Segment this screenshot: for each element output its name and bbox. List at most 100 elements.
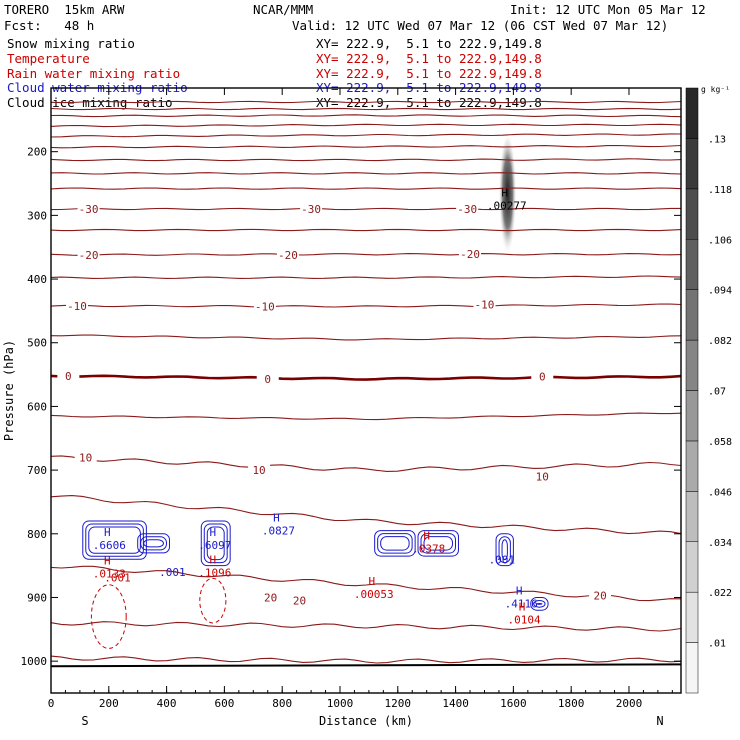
temperature-contour bbox=[50, 100, 682, 104]
colorbar-label: .01 bbox=[708, 639, 726, 650]
temperature-contour bbox=[50, 123, 682, 128]
field-label: Cloud ice mixing ratio bbox=[7, 95, 173, 111]
rain-contour bbox=[199, 577, 227, 624]
cloud-water-contour bbox=[374, 530, 416, 557]
x-tick-label: 0 bbox=[48, 697, 55, 710]
cloud-water-contour bbox=[501, 539, 508, 561]
extremum-value: .00053 bbox=[354, 588, 394, 601]
contour-label: 20 bbox=[593, 590, 606, 603]
contour-label: -10 bbox=[67, 300, 87, 313]
colorbar-segment bbox=[685, 289, 699, 341]
extremum-marker: H bbox=[104, 526, 111, 539]
colorbar-label: .106 bbox=[708, 235, 732, 246]
y-tick-label: 700 bbox=[27, 464, 47, 477]
cloud-water-contour bbox=[206, 526, 225, 561]
contour-label-bg bbox=[77, 203, 100, 214]
extremum-marker: H bbox=[104, 555, 111, 568]
contour-label: 10 bbox=[252, 464, 265, 477]
y-tick-label: 600 bbox=[27, 400, 47, 413]
x-tick-label: 1200 bbox=[385, 697, 412, 710]
temperature-contour bbox=[50, 621, 682, 632]
colorbar-segment bbox=[685, 390, 699, 442]
temperature-contour bbox=[50, 412, 682, 421]
extremum-marker: H bbox=[368, 575, 375, 588]
y-tick-label: 500 bbox=[27, 337, 47, 350]
extremum-value: .6606 bbox=[93, 539, 126, 552]
y-tick-label: 400 bbox=[27, 273, 47, 286]
colorbar-label: .13 bbox=[708, 134, 726, 145]
y-tick-label: 1000 bbox=[21, 655, 48, 668]
cloud-water-contour bbox=[423, 536, 453, 551]
contour-label-bg bbox=[300, 203, 323, 214]
contour-label: 20 bbox=[293, 595, 306, 608]
contour-label: -30 bbox=[457, 203, 477, 216]
contour-label-bg bbox=[256, 373, 279, 385]
extremum-marker: H bbox=[423, 529, 430, 542]
x-tick-label: 800 bbox=[272, 697, 292, 710]
extremum-value: .0104 bbox=[507, 614, 540, 627]
cloud-water-contour bbox=[380, 536, 410, 551]
colorbar-segment bbox=[685, 138, 699, 190]
colorbar-label: .07 bbox=[708, 387, 726, 398]
colorbar-segment bbox=[685, 188, 699, 240]
colorbar-segment bbox=[685, 440, 699, 492]
y-tick-label: 800 bbox=[27, 528, 47, 541]
extremum-value: .0827 bbox=[262, 524, 295, 537]
contour-label: -30 bbox=[301, 203, 321, 216]
cloud-water-contour bbox=[377, 533, 413, 554]
cloud-water-contour bbox=[85, 523, 144, 557]
contour-label-bg bbox=[589, 589, 612, 601]
extremum-value: .00277 bbox=[487, 200, 527, 213]
extremum-marker: H bbox=[210, 553, 217, 566]
contour-label: -10 bbox=[255, 300, 275, 313]
contour-label-bg bbox=[248, 464, 271, 476]
contour-label-bg bbox=[57, 369, 80, 381]
cloud-water-contour bbox=[140, 536, 167, 551]
contour-label-bg bbox=[74, 451, 97, 463]
contour-label: 20 bbox=[264, 591, 277, 604]
cloud-water-contour bbox=[203, 523, 228, 564]
temperature-contour bbox=[50, 655, 682, 664]
center-label: NCAR/MMM bbox=[253, 2, 314, 17]
model-title: TORERO 15km ARW bbox=[4, 2, 125, 17]
colorbar-label: .034 bbox=[708, 538, 732, 549]
contour-label: -20 bbox=[79, 249, 99, 262]
temperature-contour bbox=[50, 133, 682, 138]
extremum-marker: H bbox=[210, 526, 217, 539]
field-xy: XY= 222.9, 5.1 to 222.9,149.8 bbox=[316, 65, 542, 81]
cloud-water-contour bbox=[417, 530, 459, 557]
cloud-water-contour bbox=[536, 602, 543, 605]
contour-label-bg bbox=[253, 300, 276, 312]
north-label: N bbox=[656, 714, 663, 728]
colorbar-label: .118 bbox=[708, 185, 732, 196]
extremum-marker: H bbox=[501, 187, 508, 200]
cloud-water-contour bbox=[420, 533, 456, 554]
x-tick-label: 200 bbox=[99, 697, 119, 710]
contour-label-bg bbox=[531, 370, 554, 382]
contour-label-bg bbox=[276, 248, 299, 260]
colorbar-segment bbox=[685, 642, 699, 694]
temperature-contour bbox=[50, 207, 681, 211]
contour-label-bg bbox=[288, 594, 311, 606]
cloud-water-contour bbox=[498, 536, 511, 564]
y-tick-label: 200 bbox=[27, 146, 47, 159]
temperature-contour bbox=[50, 172, 682, 175]
field-label: Snow mixing ratio bbox=[7, 36, 135, 51]
temperature-contour bbox=[50, 495, 682, 535]
rain-contour bbox=[90, 584, 127, 649]
contour-minor-label: .001 bbox=[489, 554, 516, 567]
cloud-water-contour bbox=[533, 599, 546, 608]
temperature-contour bbox=[50, 114, 682, 118]
x-tick-label: 1000 bbox=[327, 697, 354, 710]
extremum-value: .6097 bbox=[198, 539, 231, 552]
temperature-contour bbox=[50, 187, 682, 190]
contour-label-bg bbox=[459, 248, 482, 260]
x-tick-label: 1800 bbox=[558, 697, 585, 710]
contour-label: -30 bbox=[79, 203, 99, 216]
extremum-value: .0133 bbox=[93, 568, 126, 581]
contour-label: -20 bbox=[278, 249, 298, 262]
colorbar-segment bbox=[685, 239, 699, 290]
x-tick-label: 400 bbox=[157, 697, 177, 710]
temperature-contour bbox=[50, 228, 682, 232]
